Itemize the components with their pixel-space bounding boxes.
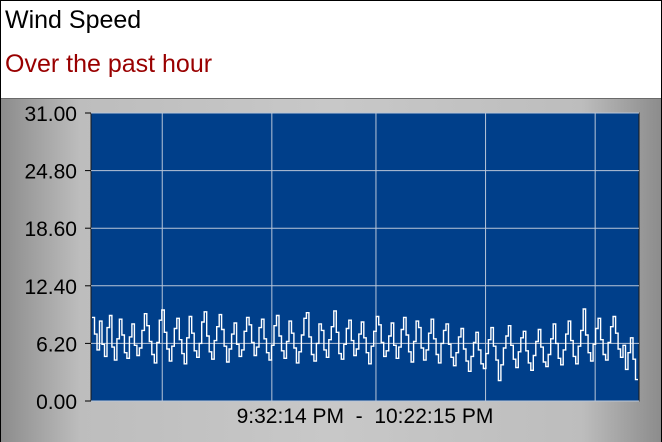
y-tick-label: 18.60 (24, 218, 77, 241)
y-tick-label: 12.40 (24, 276, 77, 299)
y-tick-label: 0.00 (36, 391, 77, 414)
y-axis-ticks: 31.00 24.80 18.60 12.40 6.20 0.00 (24, 103, 91, 414)
y-tick-label: 6.20 (36, 333, 77, 356)
chart-subtitle: Over the past hour (5, 50, 213, 78)
x-axis-range-label: 9:32:14 PM - 10:22:15 PM (237, 405, 494, 428)
chart-title: Wind Speed (5, 6, 142, 34)
y-tick-label: 24.80 (24, 161, 77, 184)
chart-header: Wind Speed Over the past hour (1, 1, 661, 98)
plot-area (90, 112, 640, 402)
y-tick-label: 31.00 (24, 103, 77, 126)
series-layer (92, 308, 638, 382)
series-line (92, 308, 638, 382)
